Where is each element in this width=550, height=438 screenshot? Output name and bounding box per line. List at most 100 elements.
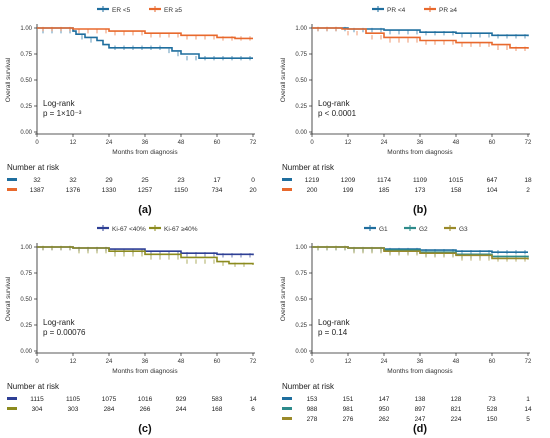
risk-count: 14 (249, 396, 257, 403)
risk-count: 1015 (449, 177, 464, 184)
risk-count: 147 (379, 396, 390, 403)
risk-count: 5 (526, 416, 530, 423)
x-tick-label: 36 (417, 359, 424, 365)
x-tick-label: 72 (525, 140, 532, 146)
risk-count: 104 (487, 187, 498, 194)
risk-count: 1016 (138, 396, 153, 403)
risk-count: 32 (33, 177, 41, 184)
risk-count: 266 (140, 406, 151, 413)
risk-count: 29 (105, 177, 113, 184)
chart-panel-3: Ki-67 <40% Ki-67 ≥40% 0.00 0.25 0.50 0.75 1.00… (5, 225, 257, 435)
logrank-label: Log-rank (43, 318, 76, 327)
risk-count: 185 (379, 187, 390, 194)
y-tick-label: 0.75 (20, 52, 32, 58)
chart-panel-4: G1 G2 G30.000.250.500.751.000 12 24 36 48 60 72M… (280, 225, 532, 435)
x-tick-label: 60 (214, 359, 221, 365)
risk-table-title: Number at risk (282, 382, 335, 391)
legend-label: G3 (459, 226, 468, 233)
risk-table-title: Number at risk (7, 382, 60, 391)
risk-count: 168 (212, 406, 223, 413)
risk-count: 20 (249, 187, 257, 194)
x-axis-label: Months from diagnosis (387, 149, 453, 156)
risk-count: 897 (415, 406, 426, 413)
y-tick-label: 0.25 (20, 323, 32, 329)
x-tick-label: 48 (453, 140, 460, 146)
y-tick-label: 0.25 (295, 323, 307, 329)
logrank-pvalue: p = 1×10⁻³ (43, 109, 82, 118)
risk-count: 1387 (30, 187, 45, 194)
x-tick-label: 60 (214, 140, 221, 146)
y-tick-label: 0.50 (20, 78, 32, 84)
x-tick-label: 48 (178, 359, 185, 365)
legend-label: G2 (419, 226, 428, 233)
risk-count: 0 (251, 177, 255, 184)
risk-count: 1376 (66, 187, 81, 194)
panel-label: (a) (138, 204, 152, 216)
risk-count: 1 (526, 396, 530, 403)
panel-label: (d) (413, 423, 427, 435)
risk-count: 821 (451, 406, 462, 413)
survival-curve (37, 27, 253, 59)
risk-count: 1150 (174, 187, 188, 194)
x-tick-label: 12 (70, 359, 77, 365)
risk-count: 6 (251, 406, 255, 413)
x-tick-label: 36 (417, 140, 424, 146)
x-tick-label: 60 (489, 359, 496, 365)
x-axis-label: Months from diagnosis (112, 149, 178, 156)
x-tick-label: 0 (310, 140, 314, 146)
x-tick-label: 60 (489, 140, 496, 146)
x-tick-label: 12 (345, 359, 352, 365)
risk-count: 1115 (30, 396, 44, 403)
survival-curve (312, 27, 529, 49)
panel-label: (b) (413, 204, 427, 216)
risk-count: 262 (379, 416, 390, 423)
risk-count: 988 (307, 406, 318, 413)
risk-count: 32 (69, 177, 77, 184)
risk-count: 284 (104, 406, 115, 413)
x-tick-label: 72 (250, 359, 257, 365)
x-tick-label: 0 (310, 359, 314, 365)
risk-count: 1330 (102, 187, 117, 194)
risk-count: 1219 (305, 177, 320, 184)
panel-label: (c) (138, 423, 152, 435)
y-axis-label: Overall survival (280, 276, 287, 321)
y-tick-label: 0.50 (295, 297, 307, 303)
y-tick-label: 0.00 (20, 349, 32, 355)
risk-count: 247 (415, 416, 426, 423)
risk-count: 153 (307, 396, 318, 403)
y-tick-label: 0.50 (20, 297, 32, 303)
x-tick-label: 48 (178, 140, 185, 146)
x-tick-label: 36 (142, 359, 149, 365)
risk-table-title: Number at risk (7, 163, 60, 172)
x-tick-label: 0 (35, 140, 39, 146)
x-tick-label: 0 (35, 359, 39, 365)
legend-label: Ki-67 <40% (112, 226, 146, 233)
logrank-label: Log-rank (43, 99, 76, 108)
y-tick-label: 0.75 (20, 271, 32, 277)
risk-count: 224 (451, 416, 462, 423)
x-axis-label: Months from diagnosis (112, 368, 178, 375)
chart-panel-2: PR <4 PR ≥4 0.00 0.25 0.50 0.75 1.00 0 12 24 36 48 6… (280, 6, 532, 216)
y-tick-label: 1.00 (295, 26, 307, 32)
risk-count: 276 (343, 416, 354, 423)
risk-count: 304 (32, 406, 43, 413)
risk-count: 25 (141, 177, 149, 184)
legend-label: ER <5 (112, 7, 131, 14)
risk-count: 303 (68, 406, 79, 413)
logrank-label: Log-rank (318, 318, 351, 327)
risk-count: 200 (307, 187, 318, 194)
risk-count: 647 (487, 177, 498, 184)
y-tick-label: 0.25 (295, 104, 307, 110)
x-tick-label: 72 (250, 140, 257, 146)
x-tick-label: 12 (345, 140, 352, 146)
risk-count: 950 (379, 406, 390, 413)
x-tick-label: 12 (70, 140, 77, 146)
logrank-pvalue: p < 0.0001 (318, 109, 357, 118)
risk-count: 2 (526, 187, 530, 194)
y-tick-label: 0.75 (295, 52, 307, 58)
risk-count: 150 (487, 416, 498, 423)
risk-count: 1209 (341, 177, 356, 184)
x-tick-label: 24 (106, 140, 113, 146)
logrank-label: Log-rank (318, 99, 351, 108)
